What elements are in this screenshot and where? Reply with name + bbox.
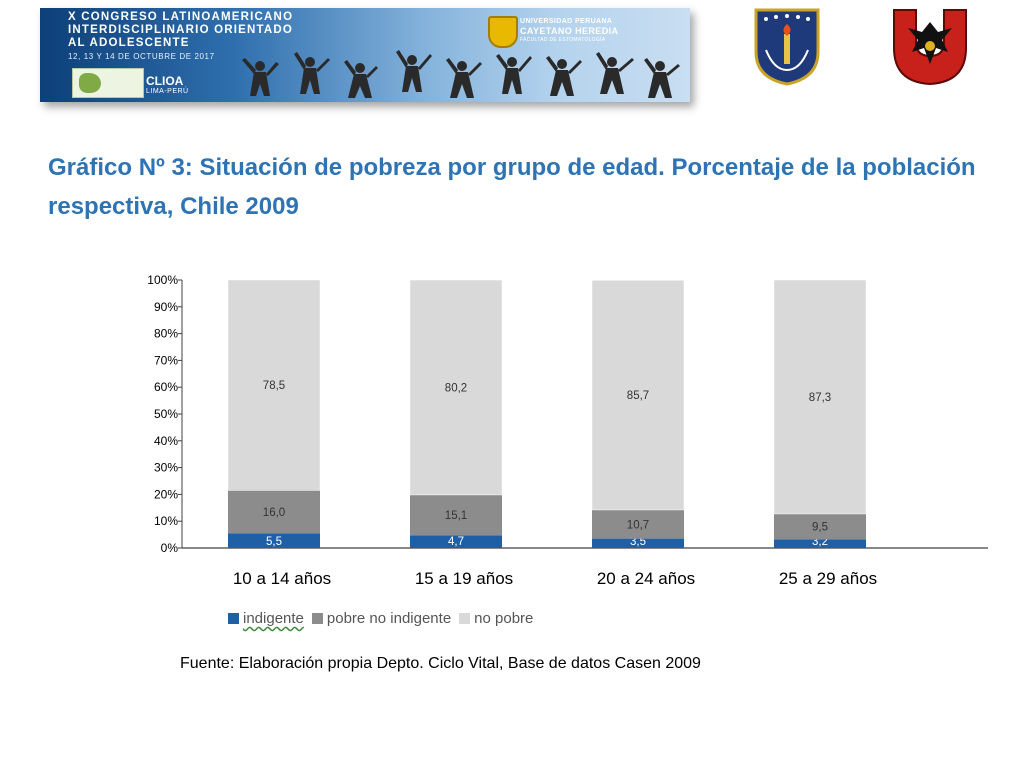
y-tick-label: 50% <box>154 407 178 421</box>
banner-title-line-1: X CONGRESO LATINOAMERICANO <box>68 11 294 23</box>
bar-data-label: 85,7 <box>627 390 649 402</box>
bar-segment <box>591 280 685 511</box>
y-tick-label: 30% <box>154 461 178 475</box>
legend-item-no-pobre: no pobre <box>459 610 533 627</box>
x-category-label: 25 a 29 años <box>779 569 877 588</box>
legend-label-pobre-no-indigente: pobre no indigente <box>326 610 452 627</box>
bar-segment <box>410 535 502 548</box>
x-axis-categories: 10 a 14 años 15 a 19 años 20 a 24 años 25 a… <box>233 569 877 588</box>
clioa-logo <box>72 68 144 98</box>
latin-america-map-icon <box>79 73 101 93</box>
chart-source-note: Fuente: Elaboración propia Depto. Ciclo … <box>180 655 701 672</box>
y-tick-label: 90% <box>154 300 178 314</box>
congress-banner: X CONGRESO LATINOAMERICANO INTERDISCIPLI… <box>40 8 690 102</box>
bar-segment <box>228 533 320 548</box>
x-category-label: 20 a 24 años <box>597 569 695 588</box>
bar-data-label: 3,5 <box>630 536 646 548</box>
bar-data-label: 10,7 <box>627 519 649 531</box>
slide-title: Gráfico Nº 3: Situación de pobreza por g… <box>48 154 976 220</box>
y-tick-label: 40% <box>154 434 178 448</box>
x-category-label: 10 a 14 años <box>233 569 331 588</box>
banner-title-line-2: INTERDISCIPLINARIO ORIENTADO <box>68 24 294 36</box>
legend-item-pobre-no-indigente: pobre no indigente <box>311 610 452 627</box>
bar-segment <box>592 509 684 539</box>
upch-faculty: FACULTAD DE ESTOMATOLOGÍA <box>520 37 606 43</box>
red-shield-crest-icon <box>893 9 967 86</box>
y-tick-label: 10% <box>154 514 178 528</box>
y-tick-label: 80% <box>154 327 178 341</box>
bar-segment <box>228 490 320 534</box>
bar-data-label: 80,2 <box>445 382 467 394</box>
y-tick-label: 60% <box>154 380 178 394</box>
clioa-name: CLIOA <box>146 74 184 88</box>
y-tick-label: 0% <box>161 541 179 555</box>
bar-segment <box>774 539 866 548</box>
banner-dates: 12, 13 Y 14 DE OCTUBRE DE 2017 <box>68 52 215 61</box>
y-tick-label: 70% <box>154 353 178 367</box>
bar-data-label: 87,3 <box>809 392 831 404</box>
bar-segment <box>409 279 503 496</box>
y-axis: 0% 10% 20% 30% 40% 50% 60% 70% 80% 90% 100% <box>147 273 988 555</box>
poverty-by-age-stacked-bar-chart: 0% 10% 20% 30% 40% 50% 60% 70% 80% 90% 100% 5,5 16,… <box>147 273 988 588</box>
bar-segment <box>592 538 684 548</box>
x-category-label: 15 a 19 años <box>415 569 513 588</box>
jumping-youth-silhouettes-icon <box>242 50 680 98</box>
upch-shield-icon <box>488 16 518 48</box>
bar-data-label: 5,5 <box>266 536 282 548</box>
y-tick-label: 20% <box>154 487 178 501</box>
bar-data-label: 4,7 <box>448 536 464 548</box>
chart-legend: indigente pobre no indigente no pobre <box>228 610 541 627</box>
upch-name-line-2: CAYETANO HEREDIA <box>520 26 619 36</box>
universidad-de-concepcion-crest-icon <box>754 8 820 86</box>
upch-name-line-1: UNIVERSIDAD PERUANA <box>520 18 613 25</box>
legend-item-indigente: indigente <box>228 610 304 627</box>
banner-title-line-3: AL ADOLESCENTE <box>68 37 190 49</box>
bars: 5,516,078,54,715,180,23,510,785,73,29,58… <box>227 279 867 548</box>
bar-segment <box>773 279 867 515</box>
bar-data-label: 16,0 <box>263 507 285 519</box>
bar-data-label: 78,5 <box>263 380 285 392</box>
bar-segment <box>227 279 321 491</box>
legend-swatch-no-pobre <box>459 613 471 624</box>
legend-swatch-indigente <box>228 613 239 624</box>
legend-label-indigente: indigente <box>243 610 304 627</box>
legend-swatch-pobre-no-indigente <box>311 613 323 624</box>
clioa-location: LIMA-PERÚ <box>146 88 189 95</box>
bar-segment <box>410 494 502 536</box>
y-tick-label: 100% <box>147 273 178 287</box>
bar-segment <box>774 513 866 540</box>
legend-label-no-pobre: no pobre <box>474 610 534 627</box>
bar-data-label: 15,1 <box>445 510 467 522</box>
bar-data-label: 9,5 <box>812 522 828 534</box>
